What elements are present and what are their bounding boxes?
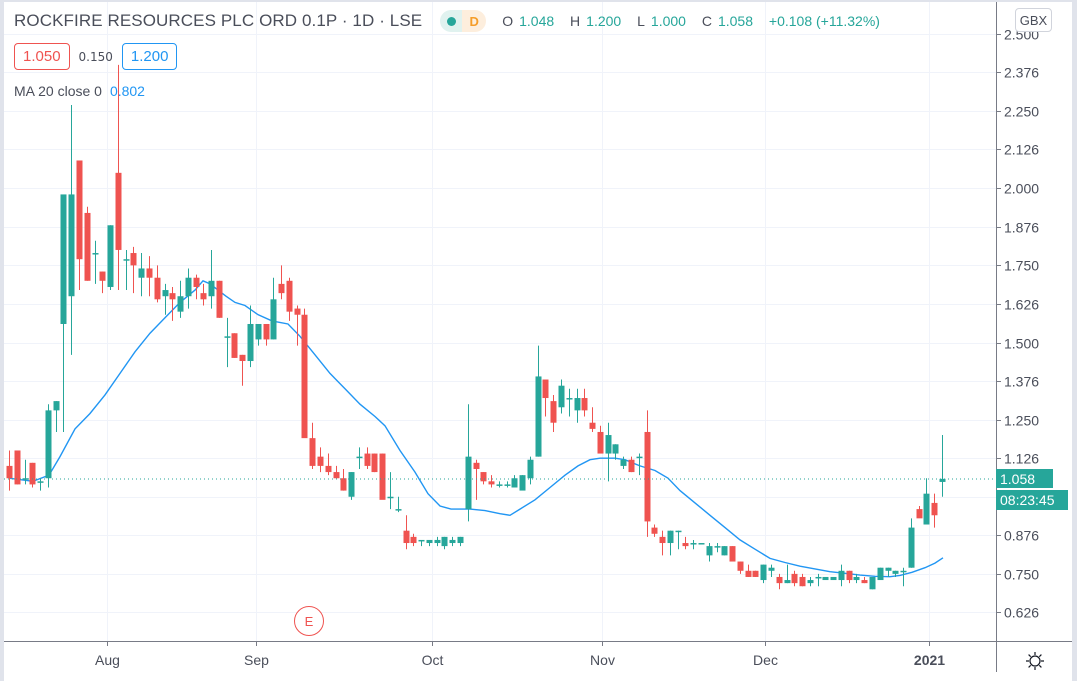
symbol-title[interactable]: ROCKFIRE RESOURCES PLC ORD 0.1P · 1D · L… <box>14 11 423 30</box>
market-open-dot-icon <box>446 16 456 26</box>
price-tick-label: 1.876 <box>1004 220 1039 236</box>
frame-top <box>0 0 1077 2</box>
ma20-line <box>8 279 944 578</box>
low-value: 1.000 <box>650 13 686 29</box>
price-tick-label: 2.000 <box>1004 181 1039 197</box>
price-axis[interactable]: 2.5002.3762.2502.1262.0001.8761.7501.626… <box>996 27 1039 621</box>
indicator-value: 0.802 <box>109 83 145 99</box>
spread-value: 0.150 <box>78 49 113 64</box>
price-tick-label: 0.626 <box>1004 605 1039 621</box>
high-value: 1.200 <box>586 13 622 29</box>
time-tick-label: Dec <box>753 652 778 668</box>
price-tick-label: 1.376 <box>1004 374 1039 390</box>
market-status-badge[interactable]: D <box>440 10 487 32</box>
candles <box>6 64 946 590</box>
price-tick-label: 1.126 <box>1004 451 1039 467</box>
price-tick-label: 1.750 <box>1004 258 1039 274</box>
delayed-data-icon: D <box>462 10 487 32</box>
time-tick-label: Sep <box>244 652 269 668</box>
settings-gear-icon[interactable] <box>1022 648 1048 674</box>
bar-countdown-label: 08:23:45 <box>996 490 1068 510</box>
indicator-label: MA 20 close 0 <box>14 83 102 99</box>
change-value: +0.108 (+11.32%) <box>768 13 880 29</box>
symbol-legend: ROCKFIRE RESOURCES PLC ORD 0.1P · 1D · L… <box>14 10 886 32</box>
time-tick-label: 2021 <box>914 652 945 668</box>
price-tick-label: 2.126 <box>1004 142 1039 158</box>
buy-button[interactable]: 1.200 <box>121 43 178 70</box>
time-tick-label: Nov <box>590 652 615 668</box>
price-tick-label: 2.376 <box>1004 65 1039 81</box>
price-tick-label: 2.250 <box>1004 104 1039 120</box>
price-tick-label: 0.876 <box>1004 528 1039 544</box>
price-tick-label: 1.500 <box>1004 336 1039 352</box>
time-axis[interactable]: Aug Sep Oct Nov Dec 2021 <box>95 641 945 668</box>
grid-lines <box>4 2 996 641</box>
frame-right <box>1072 0 1077 681</box>
sell-button[interactable]: 1.050 <box>14 43 70 70</box>
frame-left <box>0 0 4 681</box>
price-tick-label: 1.626 <box>1004 297 1039 313</box>
open-value: 1.048 <box>519 13 555 29</box>
price-tick-label: 1.250 <box>1004 413 1039 429</box>
price-tick-label: 0.750 <box>1004 567 1039 583</box>
time-tick-label: Oct <box>422 652 444 668</box>
currency-button[interactable]: GBX <box>1015 8 1052 32</box>
earnings-marker[interactable]: E <box>294 606 324 636</box>
bid-ask-row: 1.050 0.150 1.200 <box>14 43 178 70</box>
time-tick-label: Aug <box>95 652 120 668</box>
indicator-legend[interactable]: MA 20 close 0 0.802 <box>14 83 145 99</box>
last-price-label: 1.058 <box>996 469 1053 488</box>
close-value: 1.058 <box>717 13 754 29</box>
ohlc-values: O 1.048 H 1.200 L 1.000 C 1.058 +0.108 (+11.… <box>502 13 880 29</box>
